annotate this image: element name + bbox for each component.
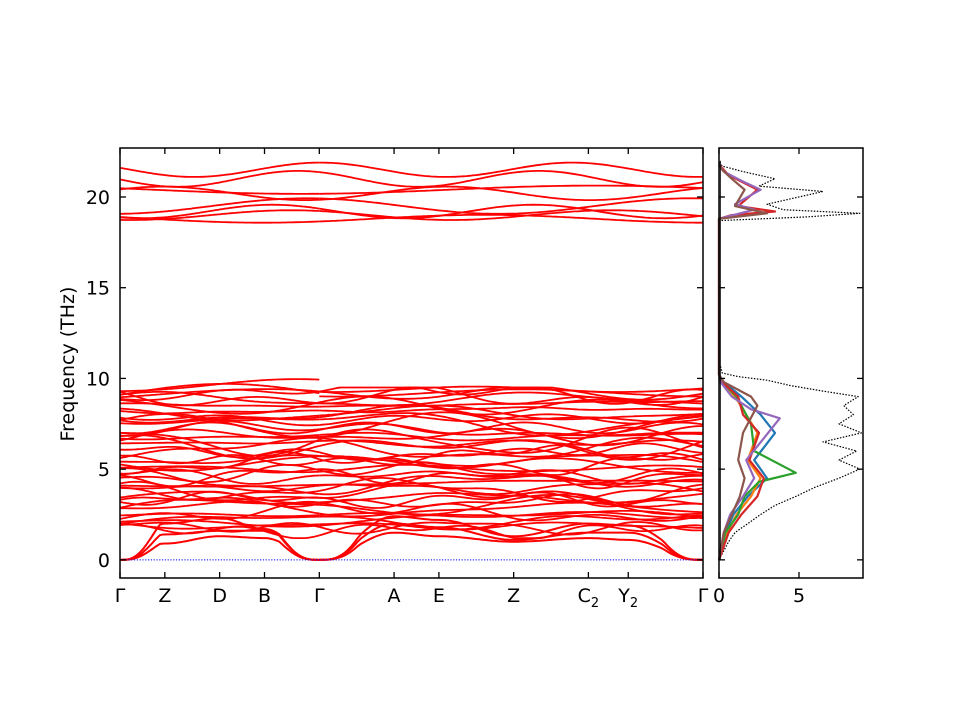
dos-xtick-label: 0: [713, 585, 725, 607]
phonon-band-21-0: [119, 468, 320, 485]
band-xtick-label: Γ: [698, 585, 709, 607]
phonon-band-41-1: [319, 404, 704, 421]
band-xtick-label: E: [433, 585, 445, 607]
phonon-band-31-1: [319, 439, 704, 448]
phonon-band-39-0: [119, 414, 320, 427]
dos-lines: [717, 160, 862, 561]
phonon-band-49-1: [319, 385, 704, 393]
phonon-band-39-1: [319, 413, 704, 426]
phonon-band-29-1: [319, 436, 704, 458]
phonon-band-23-1: [319, 463, 704, 473]
phonon-band-50-1: [319, 388, 704, 398]
dos-series-0: [718, 160, 862, 561]
dos-series-1: [717, 374, 777, 561]
dos-xtick-label: 5: [793, 585, 805, 607]
dos-series-3: [717, 374, 797, 561]
phonon-band-48-0: [119, 388, 320, 401]
phonon-band-33-1: [319, 431, 704, 442]
phonon-band-42-0: [119, 409, 320, 415]
phonon-band-36-0: [119, 421, 320, 435]
phonon-band-27-0: [119, 454, 320, 466]
phonon-band-26-1: [319, 454, 704, 467]
phonon-band-1-1: [319, 522, 704, 561]
band-ytick-label: 15: [86, 278, 110, 300]
phonon-band-2-0: [120, 535, 320, 561]
band-lines: [119, 161, 704, 561]
phonon-band-44-0: [120, 402, 320, 408]
phonon-band-58-0: [119, 161, 320, 178]
band-xtick-label: Z: [158, 585, 171, 607]
phonon-band-5-1: [319, 521, 704, 531]
band-xtick-label: Γ: [115, 585, 126, 607]
phonon-band-4-0: [119, 521, 320, 533]
phonon-band-52-0: [120, 209, 320, 221]
phonon-band-7-0: [120, 519, 320, 528]
band-axes: 0 5 10 15 20 Γ Z D B Γ A E Z C2 Y2 Γ: [86, 147, 709, 611]
phonon-band-12-1: [319, 493, 704, 508]
phonon-band-52-1: [319, 209, 704, 221]
phonon-band-5-0: [119, 522, 320, 530]
band-xtick-label: Y2: [617, 585, 638, 611]
phonon-band-20-1: [319, 468, 704, 490]
band-structure-panel: 0 5 10 15 20 Γ Z D B Γ A E Z C2 Y2 Γ: [86, 147, 709, 611]
band-xtick-label: B: [258, 585, 271, 607]
phonon-band-9-1: [319, 501, 704, 522]
band-frame: [119, 147, 704, 579]
band-xtick-label: A: [388, 585, 401, 607]
phonon-band-53-0: [119, 203, 320, 220]
phonon-band-50-0: [119, 383, 320, 396]
phonon-band-54-1: [319, 197, 704, 215]
phonon-band-22-1: [319, 461, 704, 484]
phonon-band-58-1: [319, 161, 703, 178]
phonon-band-14-0: [119, 490, 320, 504]
phonon-band-55-0: [119, 185, 320, 201]
phonon-band-57-1: [319, 170, 704, 188]
phonon-band-6-0: [119, 515, 320, 525]
phonon-band-46-1: [319, 386, 704, 406]
phonon-band-18-0: [119, 483, 320, 488]
phonon-band-46-0: [119, 390, 320, 407]
phonon-band-56-0: [120, 187, 320, 195]
band-xtick-label: C2: [578, 585, 600, 611]
band-ytick-label: 20: [86, 187, 110, 209]
phonon-band-2-1: [319, 531, 704, 561]
band-ytick-label: 5: [98, 459, 110, 481]
dos-frame: [718, 147, 864, 579]
phonon-band-11-0: [119, 498, 320, 509]
band-xtick-label: Γ: [314, 585, 325, 607]
phonon-band-42-1: [319, 406, 703, 414]
phonon-band-34-1: [319, 425, 704, 447]
phonon-band-16-0: [120, 486, 320, 501]
phonon-band-45-0: [119, 390, 320, 405]
phonon-band-16-1: [319, 477, 704, 503]
phonon-band-53-1: [319, 203, 704, 220]
phonon-band-31-0: [120, 440, 320, 445]
band-ytick-label: 0: [98, 550, 110, 572]
y-axis-label: Frequency (THz): [57, 287, 79, 442]
phonon-band-3-1: [319, 523, 704, 539]
phonon-band-28-0: [120, 446, 320, 458]
phonon-band-37-1: [319, 411, 704, 440]
phonon-band-57-0: [119, 170, 320, 188]
band-ytick-label: 10: [86, 368, 110, 390]
phonon-band-28-1: [319, 442, 704, 461]
phonon-band-30-0: [119, 434, 320, 460]
phonon-band-27-1: [319, 444, 704, 466]
band-xtick-label: D: [212, 585, 227, 607]
phonon-band-11-1: [319, 494, 704, 516]
phonon-band-15-1: [319, 482, 704, 504]
dos-series-5: [717, 163, 781, 561]
dos-series-6: [717, 163, 769, 561]
band-xtick-label: Z: [507, 585, 520, 607]
phonon-band-41-0: [120, 407, 320, 422]
